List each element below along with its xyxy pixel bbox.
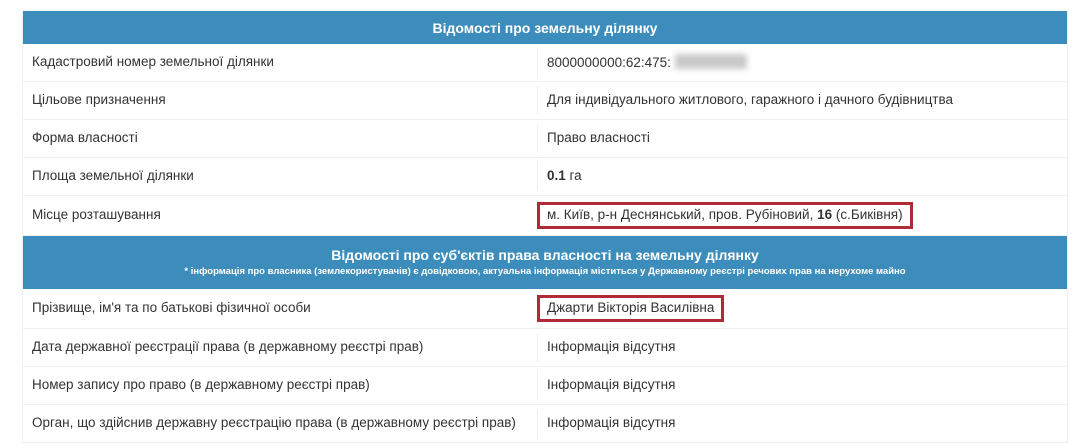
cadastral-number: 8000000000:62:475: <box>547 54 671 70</box>
row-value: 0.1 га <box>538 162 1067 191</box>
location-suffix: (с.Биківня) <box>832 207 903 222</box>
row-label: Форма власності <box>23 124 538 153</box>
location-house-number: 16 <box>817 207 833 222</box>
section-header-parcel: Відомості про земельну ділянку <box>23 11 1067 44</box>
row-label: Прізвище, ім'я та по батькові фізичної о… <box>23 293 538 323</box>
row-label: Орган, що здійснив державну реєстрацію п… <box>23 408 538 438</box>
section-note: * інформація про власника (землекористув… <box>184 266 906 278</box>
section-header-owners: Відомості про суб'єктів права власності … <box>23 235 1067 289</box>
row-label: Цільове призначення <box>23 86 538 115</box>
row-value: Інформація відсутня <box>547 338 676 354</box>
row-label: Місце розташування <box>23 201 538 230</box>
row-value: Для індивідуального житлового, гаражного… <box>547 92 954 108</box>
table-row: Місце розташування м. Київ, р-н Деснянсь… <box>23 196 1067 236</box>
row-value: 8000000000:62:475: <box>538 48 1067 78</box>
owner-name: Джарти Вікторія Василівна <box>547 299 715 315</box>
table-row: Номер запису про право (в державному реє… <box>23 367 1067 405</box>
area-number: 0.1 <box>547 168 566 184</box>
land-parcel-info-table: Відомості про земельну ділянку Кадастров… <box>22 11 1068 443</box>
location-text: м. Київ, р-н Деснянський, пров. Рубінови… <box>547 207 818 222</box>
row-label: Кадастровий номер земельної ділянки <box>23 48 538 77</box>
row-value: Інформація відсутня <box>547 414 676 430</box>
table-row: Орган, що здійснив державну реєстрацію п… <box>23 405 1067 443</box>
row-label: Дата державної реєстрації права (в держа… <box>23 332 538 362</box>
table-row: Цільове призначення Для індивідуального … <box>23 82 1067 120</box>
row-value: Інформація відсутня <box>547 376 676 392</box>
highlight-box: м. Київ, р-н Деснянський, пров. Рубінови… <box>537 202 913 229</box>
area-unit: га <box>565 168 582 184</box>
table-row: Форма власності Право власності <box>23 120 1067 158</box>
table-row: Кадастровий номер земельної ділянки 8000… <box>23 44 1067 82</box>
table-row: Площа земельної ділянки 0.1 га <box>23 158 1067 196</box>
row-value: Джарти Вікторія Василівна <box>537 289 1067 328</box>
section-title: Відомості про суб'єктів права власності … <box>331 247 759 264</box>
table-row: Прізвище, ім'я та по батькові фізичної о… <box>23 289 1067 329</box>
redacted-blur <box>674 53 747 69</box>
row-label: Площа земельної ділянки <box>23 162 538 191</box>
highlight-box: Джарти Вікторія Василівна <box>537 294 725 322</box>
section-title: Відомості про земельну ділянку <box>432 19 658 36</box>
row-value: Право власності <box>547 130 650 146</box>
table-row: Дата державної реєстрації права (в держа… <box>23 329 1067 367</box>
row-value: м. Київ, р-н Деснянський, пров. Рубінови… <box>537 196 1067 235</box>
row-label: Номер запису про право (в державному реє… <box>23 370 538 400</box>
